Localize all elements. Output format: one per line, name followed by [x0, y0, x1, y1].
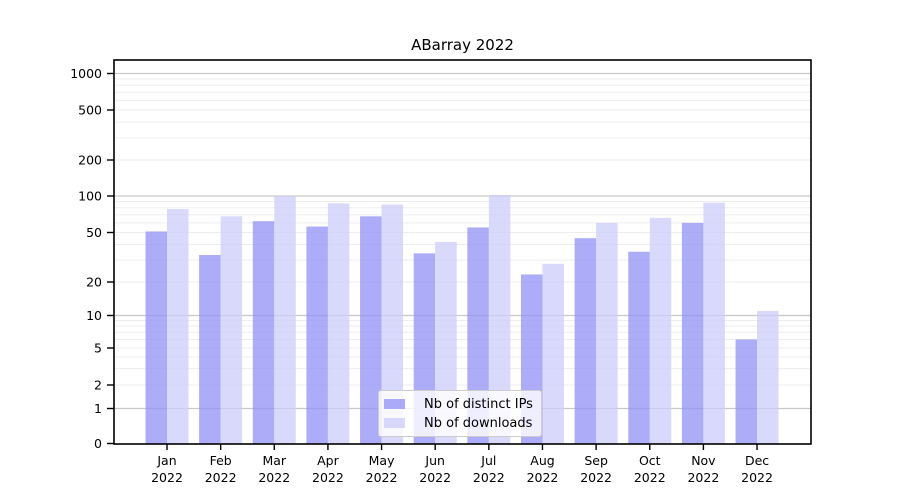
- x-tick-label-month: Mar: [262, 453, 286, 468]
- x-tick-label-year: 2022: [741, 470, 773, 485]
- x-tick-label-year: 2022: [205, 470, 237, 485]
- bar-downloads-Jan: [167, 209, 189, 444]
- x-tick-label-month: Apr: [317, 453, 339, 468]
- x-tick-label-month: Aug: [530, 453, 554, 468]
- y-tick-label: 20: [86, 275, 102, 290]
- y-tick-label: 1000: [70, 66, 102, 81]
- bar-downloads-Feb: [220, 216, 243, 444]
- y-tick-label: 500: [78, 103, 102, 118]
- x-tick-label-month: Feb: [210, 453, 232, 468]
- bar-distinct-ips-Feb: [199, 254, 221, 444]
- chart-legend: Nb of distinct IPs Nb of downloads: [378, 390, 542, 437]
- bar-distinct-ips-Sep: [574, 238, 597, 444]
- y-tick-label: 0: [94, 436, 102, 451]
- y-tick-label: 1: [94, 401, 102, 416]
- y-tick-label: 100: [78, 189, 102, 204]
- y-tick-label: 5: [94, 341, 102, 356]
- chart-title: ABarray 2022: [411, 36, 514, 54]
- x-tick-label-month: May: [369, 453, 395, 468]
- y-tick-label: 2: [94, 378, 102, 393]
- x-tick-label-year: 2022: [687, 470, 719, 485]
- x-tick-label-month: Sep: [584, 453, 608, 468]
- x-tick-label-year: 2022: [580, 470, 612, 485]
- bar-distinct-ips-Mar: [252, 221, 275, 444]
- bar-downloads-Apr: [327, 203, 350, 444]
- x-tick-label-month: Dec: [745, 453, 769, 468]
- bar-downloads-Oct: [649, 217, 672, 444]
- x-tick-label-month: Jul: [480, 453, 496, 468]
- x-tick-label-year: 2022: [634, 470, 666, 485]
- x-tick-label-year: 2022: [151, 470, 183, 485]
- x-tick-label-month: Jan: [156, 453, 176, 468]
- bar-distinct-ips-Jan: [145, 231, 167, 444]
- y-tick-label: 10: [86, 308, 102, 323]
- y-tick-label: 200: [78, 153, 102, 168]
- bar-downloads-Mar: [274, 196, 296, 444]
- legend-label-downloads: Nb of downloads: [424, 415, 533, 431]
- x-tick-label-year: 2022: [527, 470, 559, 485]
- x-tick-label-month: Nov: [691, 453, 716, 468]
- bar-downloads-Nov: [703, 202, 725, 444]
- x-tick-label-year: 2022: [419, 470, 451, 485]
- bar-distinct-ips-Nov: [681, 222, 704, 444]
- bar-distinct-ips-Dec: [735, 339, 758, 444]
- x-tick-label-year: 2022: [366, 470, 398, 485]
- bar-distinct-ips-May: [360, 216, 382, 444]
- bar-distinct-ips-Jul: [467, 227, 489, 444]
- bar-downloads-Dec: [757, 310, 779, 444]
- legend-item-distinct-ips: Nb of distinct IPs: [384, 397, 541, 412]
- x-tick-label-year: 2022: [258, 470, 290, 485]
- bar-downloads-Aug: [542, 263, 564, 444]
- bar-downloads-Jul: [488, 194, 511, 444]
- x-tick-label-month: Oct: [639, 453, 661, 468]
- legend-swatch-downloads: [384, 418, 405, 428]
- plot-frame: [113, 59, 812, 445]
- legend-label-distinct-ips: Nb of distinct IPs: [424, 396, 533, 412]
- x-tick-label-year: 2022: [312, 470, 344, 485]
- bar-distinct-ips-Oct: [628, 251, 650, 444]
- bar-downloads-May: [381, 204, 404, 444]
- x-tick-label-month: Jun: [424, 453, 445, 468]
- legend-swatch-distinct-ips: [384, 399, 405, 409]
- bar-distinct-ips-Apr: [306, 226, 328, 444]
- x-tick-label-year: 2022: [473, 470, 505, 485]
- legend-item-downloads: Nb of downloads: [384, 416, 541, 431]
- bar-downloads-Sep: [596, 222, 618, 444]
- y-tick-label: 50: [86, 225, 102, 240]
